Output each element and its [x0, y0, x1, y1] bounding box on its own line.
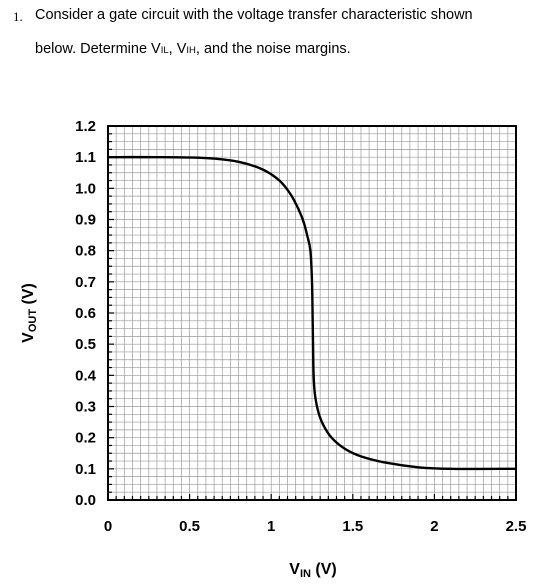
y-tick-labels: 0.0 0.1 0.2 0.3 0.4 0.5 0.6 0.7 0.8 0.9 1.0 1.1 1.2: [75, 118, 97, 509]
x-tick-label: 0.5: [179, 518, 200, 535]
y-tick-label: 0.1: [75, 461, 96, 478]
y-tick-label: 0.2: [75, 430, 96, 447]
question-text-line2: below. Determine VIL, VIH, and the noise…: [35, 41, 351, 57]
y-tick-label: 0.7: [75, 274, 96, 291]
y-tick-label: 0.9: [75, 212, 96, 229]
x-tick-label: 2: [430, 518, 438, 535]
question-prefix: below. Determine V: [35, 41, 161, 57]
grid: [107, 125, 517, 501]
y-tick-label: 0.5: [75, 336, 96, 353]
y-tick-label: 0.0: [75, 492, 96, 509]
vil-subscript: IL: [160, 45, 169, 56]
y-axis-title: VOUT (V): [20, 283, 39, 343]
question-between: , V: [168, 41, 187, 57]
x-tick-label: 1.5: [342, 518, 363, 535]
y-tick-label: 1.0: [75, 180, 96, 197]
vih-subscript: IH: [186, 45, 196, 56]
x-tick-label: 2.5: [506, 518, 527, 535]
question-number: 1.: [13, 9, 23, 24]
y-tick-label: 1.1: [75, 149, 96, 166]
x-tick-label: 0: [104, 518, 112, 535]
plot-frame: [107, 125, 517, 501]
vtc-curve: [107, 155, 517, 471]
question-suffix: , and the noise margins.: [195, 41, 351, 57]
y-tick-label: 0.4: [75, 367, 97, 384]
x-tick-label: 1: [267, 518, 275, 535]
y-tick-label: 0.3: [75, 399, 96, 416]
y-tick-label: 1.2: [75, 118, 96, 135]
question-text-line1: Consider a gate circuit with the voltage…: [35, 7, 473, 23]
y-tick-label: 0.6: [75, 305, 96, 322]
x-axis-title: VIN (V): [289, 561, 336, 580]
x-tick-labels: 0 0.5 1 1.5 2 2.5: [104, 518, 527, 535]
y-tick-label: 0.8: [75, 243, 96, 260]
